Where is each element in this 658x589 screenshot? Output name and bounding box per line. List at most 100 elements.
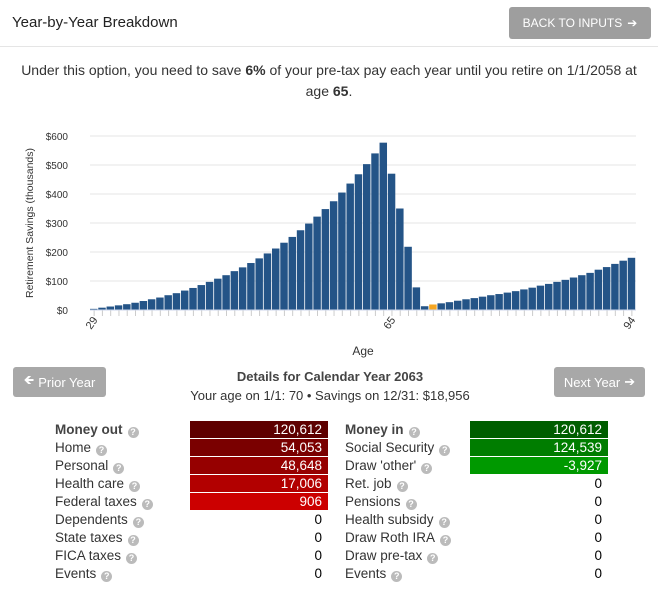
y-tick-label: $500 — [46, 161, 69, 172]
y-tick-label: $0 — [57, 306, 69, 317]
prior-label: Prior Year — [38, 374, 96, 390]
intro-age: 65 — [332, 83, 349, 99]
row-value: 54,053 — [190, 439, 328, 456]
details-title: Details for Calendar Year 2063 — [236, 369, 424, 384]
arrow-right-icon: ➔ — [624, 374, 636, 389]
help-icon[interactable]: ? — [101, 571, 113, 582]
help-icon[interactable]: ? — [113, 463, 125, 474]
row-label: Draw pre-tax? — [345, 547, 439, 564]
bar-age-78 — [495, 294, 503, 310]
bar-age-50 — [263, 253, 272, 310]
row-label: Money out? — [55, 421, 139, 438]
help-icon[interactable]: ? — [96, 445, 108, 456]
row-label: Health subsidy? — [345, 511, 450, 528]
divider — [0, 46, 658, 47]
bar-age-88 — [578, 275, 586, 310]
help-icon[interactable]: ? — [439, 445, 451, 456]
bar-age-74 — [462, 299, 470, 310]
money-out-row: Money out? 120,612 — [0, 421, 658, 438]
row-value: 0 — [314, 512, 322, 527]
bar-age-41 — [189, 287, 197, 310]
help-icon[interactable]: ? — [127, 427, 139, 438]
money-out-row: Federal taxes? 906 — [0, 493, 658, 510]
row-label: Draw 'other'? — [345, 457, 433, 474]
bar-age-94 — [627, 257, 636, 310]
help-icon[interactable]: ? — [408, 427, 420, 438]
bar-age-38 — [164, 295, 172, 310]
help-icon[interactable]: ? — [129, 481, 141, 492]
row-label-text: Events — [55, 566, 97, 581]
bar-age-84 — [545, 283, 553, 310]
bar-age-55 — [305, 223, 313, 310]
row-label-text: Money in — [345, 422, 404, 437]
bar-age-49 — [255, 258, 263, 310]
row-label: Home? — [55, 439, 108, 456]
bar-age-91 — [602, 267, 611, 310]
intro-pct: 6% — [245, 62, 266, 78]
help-icon[interactable]: ? — [141, 499, 153, 510]
bar-age-34 — [131, 302, 139, 310]
bar-age-83 — [536, 285, 545, 310]
bar-age-92 — [611, 263, 619, 310]
bar-age-64 — [379, 142, 388, 310]
x-tick-label: 94 — [621, 315, 638, 332]
help-icon[interactable]: ? — [440, 535, 452, 546]
row-label: Health care? — [55, 475, 141, 492]
prior-year-button[interactable]: 🡸 Prior Year — [13, 367, 106, 397]
money-in-row: Pensions? 0 — [0, 493, 658, 510]
help-icon[interactable]: ? — [405, 499, 417, 510]
row-label: Federal taxes? — [55, 493, 153, 510]
row-label-text: Events — [345, 566, 387, 581]
row-label-text: Social Security — [345, 440, 435, 455]
bar-age-36 — [147, 299, 156, 310]
bar-age-85 — [553, 281, 561, 310]
row-label: Money in? — [345, 421, 420, 438]
y-tick-label: $200 — [46, 248, 69, 259]
bar-age-90 — [594, 269, 603, 310]
money-out-row: FICA taxes? 0 — [0, 547, 658, 564]
help-icon[interactable]: ? — [396, 481, 408, 492]
bar-age-44 — [214, 278, 222, 310]
help-icon[interactable]: ? — [126, 553, 138, 564]
bar-age-30 — [98, 307, 106, 310]
bar-age-77 — [487, 295, 495, 310]
help-icon[interactable]: ? — [391, 571, 403, 582]
y-tick-label: $600 — [46, 132, 69, 143]
help-icon[interactable]: ? — [427, 553, 439, 564]
bar-age-73 — [454, 300, 462, 310]
row-label: Dependents? — [55, 511, 144, 528]
bar-age-57 — [321, 209, 330, 310]
money-in-row: Money in? 120,612 — [0, 421, 658, 438]
bar-age-61 — [354, 174, 363, 310]
bar-age-47 — [238, 267, 247, 310]
bar-age-42 — [197, 285, 206, 310]
y-axis-label: Retirement Savings (thousands) — [24, 148, 36, 298]
bar-age-72 — [445, 302, 454, 310]
x-tick-label: 65 — [382, 315, 399, 332]
bar-age-59 — [338, 192, 346, 310]
bar-age-56 — [313, 216, 321, 310]
bar-age-40 — [181, 290, 189, 310]
x-tick-label: 29 — [84, 315, 101, 332]
money-in-row: Events? 0 — [0, 565, 658, 582]
help-icon[interactable]: ? — [438, 517, 450, 528]
back-to-inputs-button[interactable]: BACK TO INPUTS ➔ — [509, 7, 651, 39]
row-value: 0 — [594, 494, 602, 509]
help-icon[interactable]: ? — [421, 463, 433, 474]
bar-age-45 — [222, 275, 230, 310]
help-icon[interactable]: ? — [132, 517, 144, 528]
bar-age-39 — [172, 293, 181, 310]
bar-age-60 — [346, 183, 354, 310]
bar-age-31 — [106, 306, 115, 310]
bar-age-79 — [503, 292, 512, 310]
savings-chart: $0 $100 $200 $300 $400 $500 $600 Retirement Sav… — [24, 132, 638, 358]
bar-age-86 — [561, 279, 570, 310]
row-label-text: State taxes — [55, 530, 123, 545]
row-label-text: Federal taxes — [55, 494, 137, 509]
money-in-row: Health subsidy? 0 — [0, 511, 658, 528]
row-label: Social Security? — [345, 439, 451, 456]
row-label: Ret. job? — [345, 475, 408, 492]
details-subtitle: Your age on 1/1: 70 • Savings on 12/31: … — [190, 388, 470, 403]
next-year-button[interactable]: Next Year ➔ — [554, 367, 645, 397]
help-icon[interactable]: ? — [127, 535, 139, 546]
